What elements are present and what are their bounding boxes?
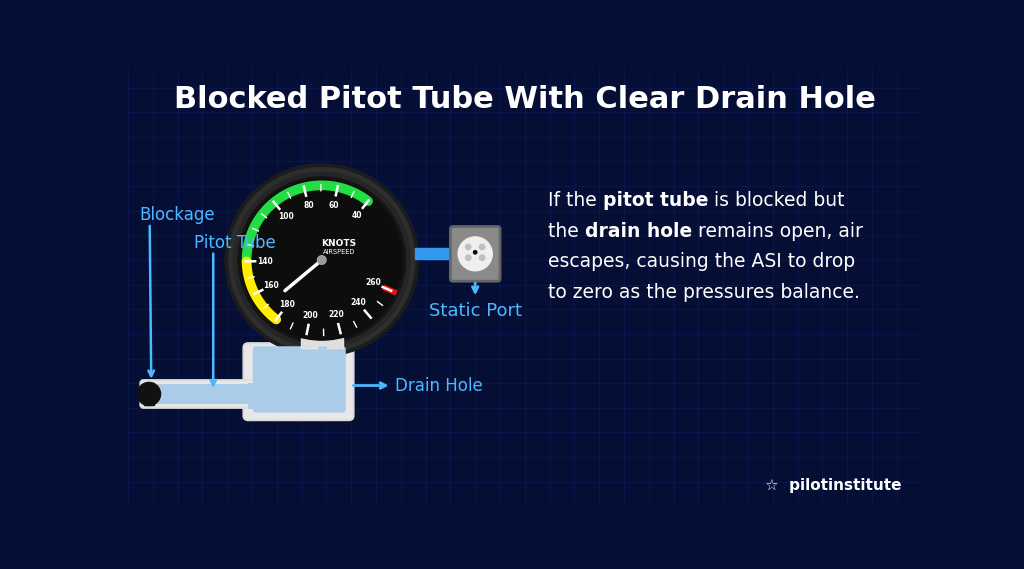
Circle shape [479,244,485,250]
Text: 240: 240 [350,299,367,307]
Bar [316,320,327,356]
Circle shape [238,177,406,343]
Text: the: the [548,221,585,241]
Bar [143,383,155,405]
Text: If the: If the [548,191,603,210]
Text: Blocked Pitot Tube With Clear Drain Hole: Blocked Pitot Tube With Clear Drain Hole [174,85,876,114]
Text: 220: 220 [328,310,344,319]
Bar [248,383,263,409]
Text: remains open, air: remains open, air [692,221,863,241]
Text: to zero as the pressures balance.: to zero as the pressures balance. [548,283,860,302]
Bar [317,347,326,348]
Circle shape [479,255,485,261]
Circle shape [137,382,161,406]
Text: 260: 260 [366,278,381,287]
Text: 180: 180 [280,300,296,309]
Circle shape [466,244,471,250]
FancyBboxPatch shape [147,384,263,404]
Text: 100: 100 [278,212,294,221]
FancyBboxPatch shape [140,380,257,408]
Circle shape [458,237,493,271]
Circle shape [233,172,410,348]
Circle shape [466,255,471,261]
Text: 200: 200 [303,311,318,320]
Text: drain hole: drain hole [585,221,692,241]
FancyBboxPatch shape [253,347,346,413]
Bar [315,347,328,348]
FancyBboxPatch shape [244,343,353,420]
Text: 160: 160 [263,281,280,290]
Bar [309,328,334,338]
Text: 80: 80 [303,201,313,210]
Text: 60: 60 [329,200,339,209]
Bar [415,249,454,259]
Text: Pitot Tube: Pitot Tube [194,234,275,252]
Text: 140: 140 [257,257,273,266]
Bar [308,328,335,339]
Text: Static Port: Static Port [429,302,521,320]
Bar [314,319,329,328]
Text: ☆  pilotinstitute: ☆ pilotinstitute [765,478,901,493]
Text: pitot tube: pitot tube [603,191,709,210]
Bar [314,319,330,329]
Text: KNOTS: KNOTS [322,238,356,248]
Text: escapes, causing the ASI to drop: escapes, causing the ASI to drop [548,252,855,271]
Text: is blocked but: is blocked but [709,191,845,210]
Bar [302,338,342,347]
Circle shape [318,257,325,263]
FancyBboxPatch shape [451,226,500,281]
Text: AIRSPEED: AIRSPEED [323,249,355,255]
Circle shape [473,250,477,254]
Text: Drain Hole: Drain Hole [395,377,483,394]
Text: Blockage: Blockage [139,207,215,224]
Circle shape [317,256,326,264]
Text: 40: 40 [351,211,361,220]
Circle shape [225,164,419,356]
Circle shape [228,168,415,352]
Circle shape [241,180,402,340]
Bar [301,338,343,348]
